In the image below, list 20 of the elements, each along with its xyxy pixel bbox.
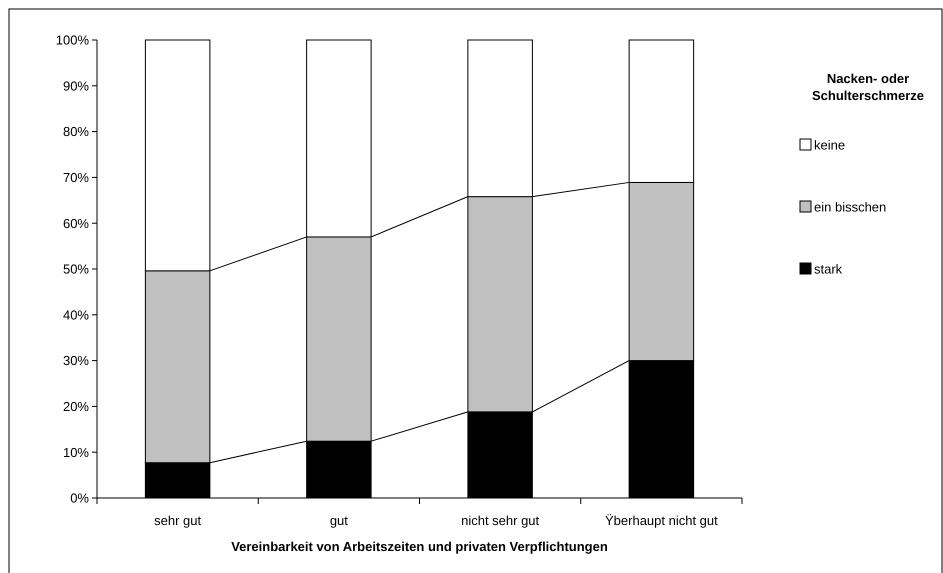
- x-tick-label: Ÿberhaupt nicht gut: [605, 513, 718, 528]
- y-tick-label: 20%: [62, 398, 90, 414]
- y-tick-label: 60%: [62, 216, 90, 231]
- y-tick-label: 30%: [62, 353, 90, 368]
- x-tick-label: gut: [330, 513, 348, 528]
- y-tick-label: 0%: [70, 490, 90, 506]
- x-tick-label: nicht sehr gut: [461, 513, 540, 528]
- x-axis-title: Vereinbarkeit von Arbeitszeiten und privaten Verpflichtungen: [231, 539, 608, 554]
- y-tick-label: 80%: [62, 124, 90, 140]
- legend-label: ein bisschen: [814, 200, 886, 215]
- y-tick-label: 10%: [62, 444, 90, 460]
- legend-label: stark: [814, 262, 843, 277]
- y-tick-label: 50%: [62, 262, 90, 277]
- y-tick-label: 70%: [62, 170, 90, 185]
- y-tick-label: 90%: [62, 78, 90, 94]
- legend-label: keine: [814, 138, 846, 153]
- y-tick-label: 100%: [56, 32, 90, 48]
- x-tick-label: sehr gut: [154, 513, 202, 528]
- y-tick-label: 40%: [62, 307, 90, 322]
- legend-title: Nacken- oder Schulterschmerze: [812, 71, 924, 103]
